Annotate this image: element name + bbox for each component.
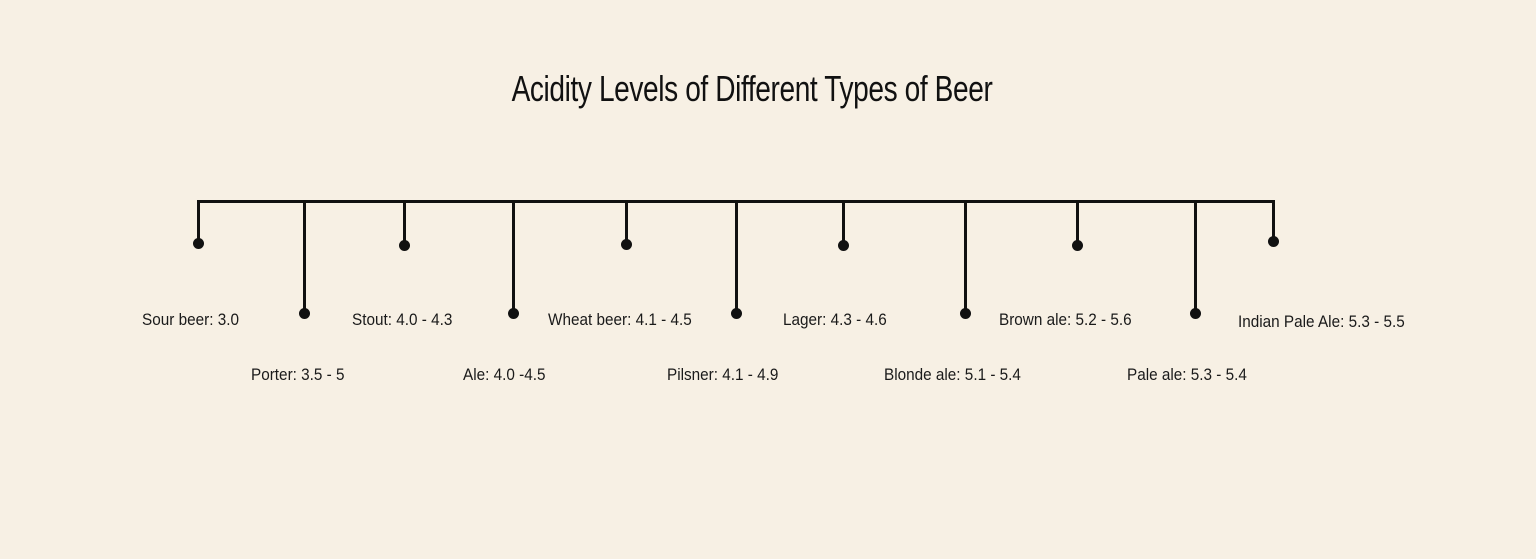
stem-blonde-ale	[964, 200, 967, 313]
stem-indian-pale-ale	[1272, 200, 1275, 240]
dot-brown-ale	[1072, 240, 1083, 251]
dot-wheat-beer	[621, 239, 632, 250]
label-sour-beer: Sour beer: 3.0	[142, 310, 239, 329]
label-pilsner: Pilsner: 4.1 - 4.9	[667, 365, 779, 384]
label-blonde-ale: Blonde ale: 5.1 - 5.4	[884, 365, 1021, 384]
dot-blonde-ale	[960, 308, 971, 319]
stem-pale-ale	[1194, 200, 1197, 313]
stem-ale	[512, 200, 515, 313]
stem-porter	[303, 200, 306, 313]
stem-sour-beer	[197, 200, 200, 242]
stem-pilsner	[735, 200, 738, 313]
label-lager: Lager: 4.3 - 4.6	[783, 310, 887, 329]
dot-ale	[508, 308, 519, 319]
label-wheat-beer: Wheat beer: 4.1 - 4.5	[548, 310, 692, 329]
dot-sour-beer	[193, 238, 204, 249]
label-brown-ale: Brown ale: 5.2 - 5.6	[999, 310, 1132, 329]
stem-brown-ale	[1076, 200, 1079, 244]
dot-porter	[299, 308, 310, 319]
dot-stout	[399, 240, 410, 251]
label-stout: Stout: 4.0 - 4.3	[352, 310, 453, 329]
dot-pilsner	[731, 308, 742, 319]
label-indian-pale-ale: Indian Pale Ale: 5.3 - 5.5	[1238, 312, 1405, 331]
dot-pale-ale	[1190, 308, 1201, 319]
stem-lager	[842, 200, 845, 244]
label-porter: Porter: 3.5 - 5	[251, 365, 345, 384]
stem-stout	[403, 200, 406, 244]
diagram-title: Acidity Levels of Different Types of Bee…	[511, 68, 993, 109]
dot-indian-pale-ale	[1268, 236, 1279, 247]
label-ale: Ale: 4.0 -4.5	[463, 365, 546, 384]
dot-lager	[838, 240, 849, 251]
stem-wheat-beer	[625, 200, 628, 243]
label-pale-ale: Pale ale: 5.3 - 5.4	[1127, 365, 1247, 384]
